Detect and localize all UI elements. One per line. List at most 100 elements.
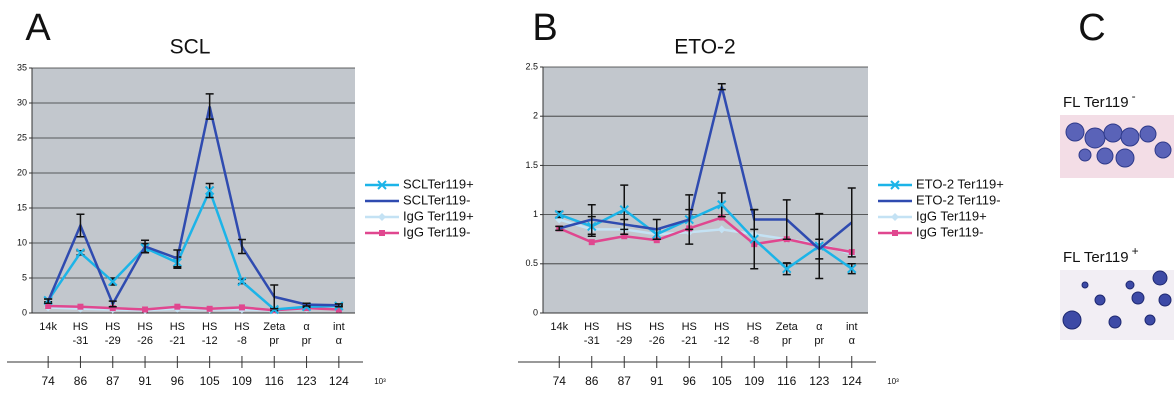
legend-marker [378, 213, 386, 221]
x-tick-label: HS [617, 321, 632, 333]
x-tick-label: -8 [237, 335, 247, 347]
image-caption: FL Ter119 [1063, 249, 1129, 266]
x-tick-label: HS [170, 321, 185, 333]
x-tick-label: -31 [584, 335, 600, 347]
panel-label: A [25, 7, 51, 49]
image-caption-sup: - [1132, 89, 1136, 103]
position-label: 124 [842, 374, 862, 388]
x-tick-label: -8 [749, 335, 759, 347]
x-tick-label: HS [682, 321, 697, 333]
x-tick-label: -31 [72, 335, 88, 347]
position-label: 116 [777, 374, 796, 388]
image-caption-sup: + [1132, 244, 1139, 258]
position-label: 109 [232, 374, 252, 388]
x-tick-label: HS [105, 321, 120, 333]
chart-title: ETO-2 [674, 36, 735, 59]
legend-label: ETO-2 Ter119+ [916, 176, 1004, 191]
position-label: 86 [585, 374, 599, 388]
x-tick-label: -29 [616, 335, 632, 347]
x-tick-label: HS [714, 321, 729, 333]
x-tick-label: HS [73, 321, 88, 333]
position-label: 87 [106, 374, 120, 388]
x-tick-label: -12 [714, 335, 730, 347]
marker [142, 307, 148, 313]
y-tick-label: 2.5 [525, 61, 538, 71]
x-tick-label: HS [234, 321, 249, 333]
position-label: 91 [650, 374, 664, 388]
position-label: 116 [265, 374, 284, 388]
x-tick-label: α [336, 335, 343, 347]
panel-label: B [532, 7, 557, 49]
x-tick-label: int [333, 321, 345, 333]
position-label: 109 [744, 374, 764, 388]
legend-label: ETO-2 Ter119- [916, 192, 1001, 207]
position-label: 91 [138, 374, 152, 388]
position-label: 123 [809, 374, 829, 388]
legend-label: IgG Ter119- [403, 224, 470, 239]
plot-area [32, 68, 355, 313]
marker [207, 306, 213, 312]
panel-label: C [1078, 7, 1105, 49]
y-tick-label: 1 [533, 209, 538, 219]
x-tick-label: α [303, 321, 310, 333]
marker [77, 304, 83, 310]
x-tick-label: HS [202, 321, 217, 333]
legend-marker [379, 230, 385, 236]
y-tick-label: 0.5 [525, 258, 538, 268]
y-tick-label: 0 [533, 307, 538, 317]
marker [174, 304, 180, 310]
x-tick-label: -26 [649, 335, 665, 347]
y-tick-label: 1.5 [525, 160, 538, 170]
legend-marker [892, 230, 898, 236]
marker [589, 239, 595, 245]
position-label: 105 [200, 374, 220, 388]
legend-marker [891, 213, 899, 221]
position-label: 96 [683, 374, 697, 388]
x-tick-label: HS [649, 321, 664, 333]
legend-label: IgG Ter119- [916, 224, 983, 239]
x-tick-label: pr [269, 335, 279, 347]
panel-c-images [1060, 115, 1174, 340]
x-tick-label: -29 [105, 335, 121, 347]
position-label: 96 [171, 374, 185, 388]
x-tick-label: -21 [681, 335, 697, 347]
x-tick-label: α [849, 335, 856, 347]
x-tick-label: -26 [137, 335, 153, 347]
x-tick-label: -21 [169, 335, 185, 347]
y-tick-label: 20 [17, 167, 27, 177]
x-tick-label: α [816, 321, 823, 333]
marker [239, 304, 245, 310]
y-tick-label: 2 [533, 111, 538, 121]
y-tick-label: 0 [22, 307, 27, 317]
x-tick-label: Zeta [776, 321, 799, 333]
legend-label: IgG Ter119+ [403, 208, 474, 223]
position-label: 105 [712, 374, 732, 388]
x-tick-label: HS [584, 321, 599, 333]
position-unit: 10³ [374, 377, 386, 386]
y-tick-label: 35 [17, 62, 27, 72]
position-label: 123 [297, 374, 317, 388]
x-tick-label: int [846, 321, 858, 333]
position-label: 74 [41, 374, 55, 388]
position-label: 86 [74, 374, 88, 388]
x-tick-label: pr [814, 335, 824, 347]
image-caption: FL Ter119 [1063, 94, 1129, 111]
position-label: 74 [553, 374, 567, 388]
position-label: 87 [618, 374, 632, 388]
x-tick-label: HS [137, 321, 152, 333]
y-tick-label: 30 [17, 97, 27, 107]
y-tick-label: 5 [22, 272, 27, 282]
x-tick-label: 14k [39, 321, 57, 333]
x-tick-label: 14k [550, 321, 568, 333]
x-tick-label: -12 [202, 335, 218, 347]
x-tick-label: HS [747, 321, 762, 333]
x-tick-label: pr [302, 335, 312, 347]
position-unit: 10³ [887, 377, 899, 386]
legend-label: SCLTer119+ [403, 176, 474, 191]
position-label: 124 [329, 374, 349, 388]
figure: ASCL0510152025303514kHS-31HS-29HS-26HS-2… [0, 0, 1174, 395]
y-tick-label: 25 [17, 132, 27, 142]
y-tick-label: 10 [17, 237, 27, 247]
chart-title: SCL [170, 36, 211, 59]
x-tick-label: pr [782, 335, 792, 347]
